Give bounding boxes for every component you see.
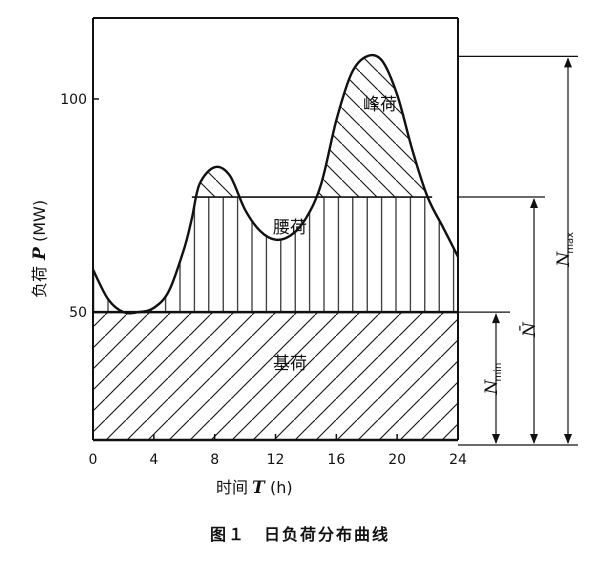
arrow-down-icon bbox=[564, 434, 572, 444]
figure-caption: 图１ 日负荷分布曲线 bbox=[210, 525, 390, 544]
region-label-peak: 峰荷 bbox=[363, 95, 397, 115]
x-tick-label: 8 bbox=[210, 452, 219, 468]
arrow-up-icon bbox=[530, 198, 538, 209]
y-axis-label: 负荷 bbox=[30, 266, 49, 298]
x-axis-symbol: T bbox=[252, 478, 266, 498]
level-symbol: N bbox=[482, 379, 502, 396]
y-axis-symbol: P bbox=[30, 246, 50, 261]
x-tick-label: 24 bbox=[449, 452, 467, 468]
x-axis-unit: (h) bbox=[270, 478, 293, 497]
base-load-region bbox=[93, 312, 458, 440]
level-subscript: max bbox=[565, 232, 576, 254]
y-tick-label: 50 bbox=[69, 305, 87, 321]
arrow-up-icon bbox=[564, 57, 572, 68]
x-axis-label: 时间 bbox=[216, 478, 248, 497]
level-symbol: N bbox=[554, 251, 574, 268]
x-tick-label: 12 bbox=[267, 452, 285, 468]
arrow-down-icon bbox=[530, 434, 538, 444]
level-label: N̄ bbox=[518, 321, 540, 338]
y-axis-title: 负荷 P (MW) bbox=[30, 200, 50, 298]
arrow-up-icon bbox=[492, 313, 500, 324]
arrow-down-icon bbox=[492, 434, 500, 444]
mid-load-region bbox=[93, 197, 458, 313]
peak-load-region bbox=[93, 56, 458, 198]
region-label-mid: 腰荷 bbox=[273, 218, 307, 238]
level-subscript: min bbox=[493, 363, 504, 382]
region-label-base: 基荷 bbox=[273, 354, 307, 374]
x-axis-title: 时间 T (h) bbox=[216, 478, 293, 498]
level-symbol: N̄ bbox=[518, 321, 540, 338]
x-tick-label: 20 bbox=[388, 452, 406, 468]
y-tick-label: 100 bbox=[60, 92, 87, 108]
x-tick-label: 0 bbox=[89, 452, 98, 468]
load-curve bbox=[91, 53, 460, 315]
y-axis-unit: (MW) bbox=[30, 200, 49, 242]
x-tick-label: 4 bbox=[149, 452, 158, 468]
x-tick-label: 16 bbox=[327, 452, 345, 468]
